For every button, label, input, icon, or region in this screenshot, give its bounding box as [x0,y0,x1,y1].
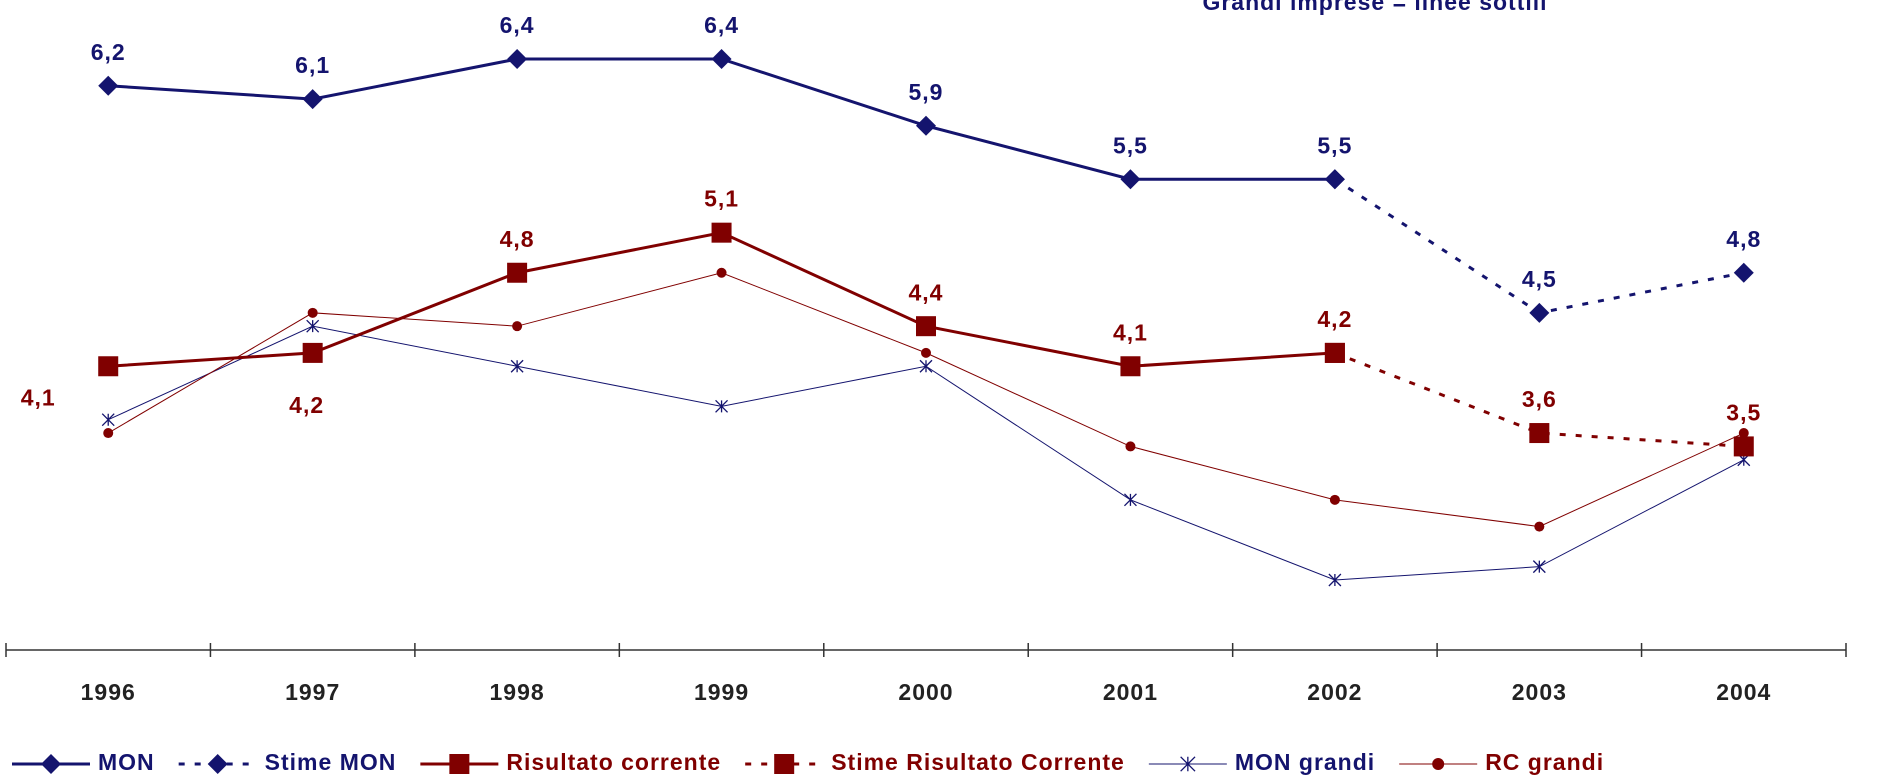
marker [716,267,727,278]
value-label: 4,5 [1522,266,1557,292]
value-label: 4,4 [909,279,944,305]
marker [98,75,119,96]
series-line [1334,351,1744,448]
legend-item: Risultato corrente [420,749,721,775]
marker [449,754,470,774]
value-label: 4,1 [1113,319,1148,345]
series-line [1334,177,1745,315]
marker [711,222,732,243]
legend-item: MON [12,749,155,775]
value-label: 4,8 [1726,226,1761,252]
marker [1324,342,1345,363]
marker [1125,441,1136,452]
value-label: 6,4 [500,12,535,38]
marker [507,262,528,283]
x-tick-label: 2004 [1716,679,1771,705]
marker [207,754,228,774]
marker [774,754,795,774]
marker [507,49,528,69]
marker [1328,573,1342,587]
marker [41,754,61,774]
x-tick-label: 2001 [1103,679,1158,705]
value-label: 5,5 [1317,132,1352,158]
value-label: 6,2 [91,39,126,65]
legend-label: Risultato corrente [506,749,721,775]
marker [1733,262,1754,283]
value-label: 5,5 [1113,132,1148,158]
marker [1532,560,1546,574]
x-tick-label: 1998 [490,679,545,705]
marker [1733,436,1754,457]
x-tick-label: 1996 [81,679,136,705]
marker [1432,758,1445,770]
marker [711,49,732,69]
legend-label: MON grandi [1235,749,1375,775]
marker [1123,493,1137,507]
x-tick-label: 2003 [1512,679,1567,705]
value-label: 4,2 [289,392,324,418]
legend-item: Stime MON [178,749,397,775]
marker [103,428,114,439]
marker [916,316,936,337]
marker [302,89,323,110]
marker [1120,356,1141,377]
marker [1180,756,1196,772]
value-label: 6,1 [295,52,330,78]
legend-label: Stime Risultato Corrente [831,749,1125,775]
legend-label: RC grandi [1485,749,1604,775]
value-label: 3,6 [1522,386,1557,412]
value-label: 6,4 [704,12,739,38]
value-label: 4,2 [1317,306,1352,332]
value-label: 4,8 [500,226,535,252]
series-line [108,231,1335,368]
x-tick-label: 2000 [898,679,953,705]
marker [715,399,729,413]
marker [921,347,931,358]
series-line [108,57,1335,181]
marker [1120,169,1141,190]
marker [307,307,318,318]
marker [1534,521,1545,532]
marker [510,359,524,373]
value-label: 3,5 [1726,399,1761,425]
marker [1529,302,1550,323]
marker [919,359,933,373]
legend-item: Stime Risultato Corrente [745,749,1125,775]
marker [98,356,119,377]
legend-item: MON grandi [1148,749,1375,775]
marker [302,342,323,363]
marker [916,115,936,136]
marker [101,413,115,427]
legend-label: Stime MON [265,749,397,775]
value-label: 5,1 [704,186,739,212]
marker [512,321,523,332]
marker [1529,423,1550,444]
x-tick-label: 1999 [694,679,749,705]
series-line [107,272,1744,528]
marker [1329,494,1340,505]
legend-item: RC grandi [1399,749,1604,775]
marker [306,319,320,333]
value-label: 5,9 [909,79,944,105]
marker [1738,428,1749,439]
x-tick-label: 2002 [1307,679,1362,705]
annotation: Grandi imprese = linee sottili [1202,0,1547,15]
value-label: 4,1 [21,384,56,410]
x-tick-label: 1997 [285,679,340,705]
legend-label: MON [98,749,155,775]
marker [1324,169,1345,190]
